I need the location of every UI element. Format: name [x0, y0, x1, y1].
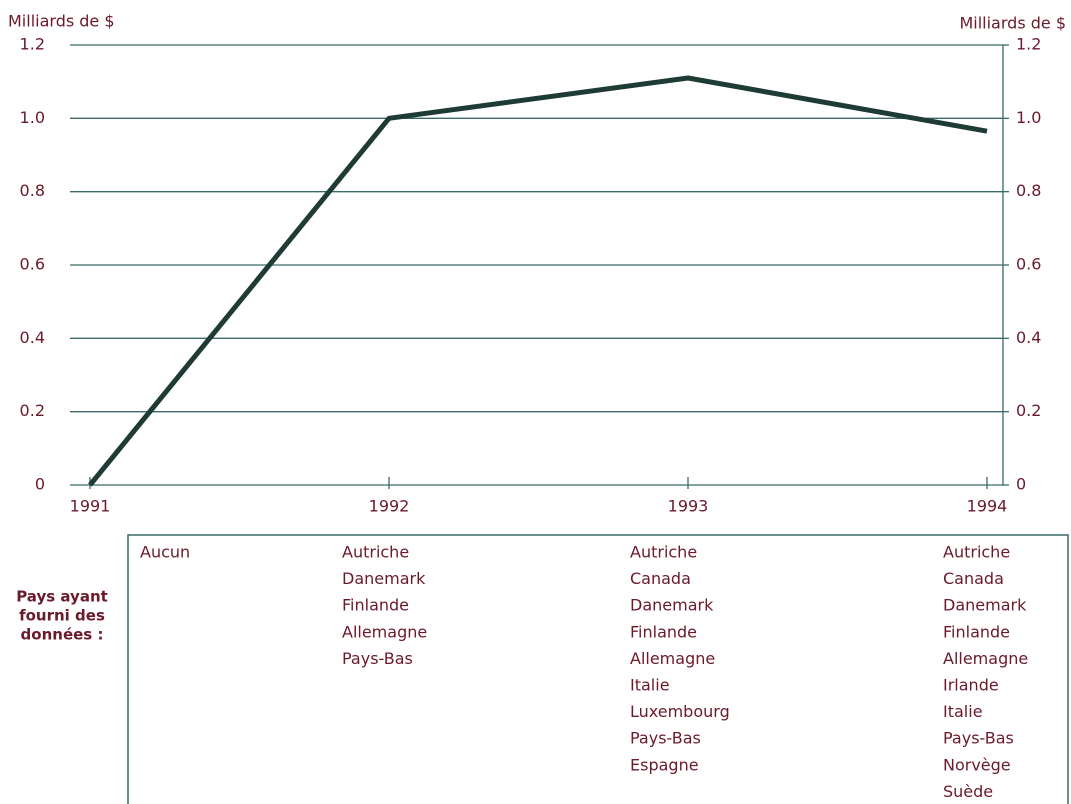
country: Allemagne — [943, 649, 1028, 668]
countries-label: Pays ayant — [16, 588, 108, 606]
country: Allemagne — [342, 622, 427, 641]
country: Norvège — [943, 755, 1011, 774]
country: Luxembourg — [630, 702, 730, 721]
x-tick-label: 1993 — [668, 497, 709, 516]
country: Finlande — [943, 622, 1010, 641]
country: Autriche — [943, 543, 1010, 562]
country: Espagne — [630, 755, 699, 774]
y2-tick-label: 1.2 — [1016, 35, 1041, 54]
x-tick-label: 1994 — [967, 497, 1008, 516]
country: Danemark — [630, 596, 714, 615]
country: Autriche — [630, 543, 697, 562]
country: Suède — [943, 782, 993, 801]
country: Allemagne — [630, 649, 715, 668]
country: Pays-Bas — [630, 729, 701, 748]
country: Canada — [943, 569, 1004, 588]
y-tick-label: 1.2 — [20, 35, 45, 54]
y2-tick-label: 0.6 — [1016, 255, 1041, 274]
y-axis-label: Milliards de $ — [8, 12, 115, 31]
y2-tick-label: 0 — [1016, 475, 1026, 494]
country: Canada — [630, 569, 691, 588]
y2-tick-label: 0.4 — [1016, 328, 1041, 347]
country: Aucun — [140, 543, 190, 562]
line-series — [88, 75, 988, 487]
country: Danemark — [342, 569, 426, 588]
country: Italie — [630, 676, 670, 695]
y2-axis-label: Milliards de $ — [959, 14, 1066, 33]
y-tick-label: 0.2 — [20, 401, 45, 420]
y2-tick-label: 1.0 — [1016, 108, 1041, 127]
country: Danemark — [943, 596, 1027, 615]
y2-tick-label: 0.8 — [1016, 181, 1041, 200]
y-tick-label: 1.0 — [20, 108, 45, 127]
countries-box — [127, 534, 1069, 804]
x-tick-label: 1992 — [369, 497, 410, 516]
country: Pays-Bas — [342, 649, 413, 668]
y-tick-label: 0.8 — [20, 181, 45, 200]
country: Autriche — [342, 543, 409, 562]
x-tick-label: 1991 — [70, 497, 111, 516]
y2-tick-label: 0.2 — [1016, 401, 1041, 420]
country: Italie — [943, 702, 983, 721]
countries-label: fourni des — [19, 607, 105, 625]
y-tick-label: 0.6 — [20, 255, 45, 274]
country: Irlande — [943, 676, 999, 695]
country: Finlande — [342, 596, 409, 615]
country: Finlande — [630, 622, 697, 641]
countries-label: données : — [21, 626, 104, 644]
country: Pays-Bas — [943, 729, 1014, 748]
y-tick-label: 0.4 — [20, 328, 45, 347]
y-tick-label: 0 — [35, 475, 45, 494]
